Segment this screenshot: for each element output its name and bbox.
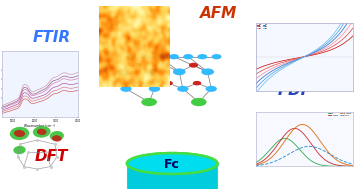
Ellipse shape bbox=[13, 146, 26, 154]
Circle shape bbox=[149, 86, 160, 92]
Circle shape bbox=[141, 98, 157, 106]
Circle shape bbox=[155, 54, 165, 59]
Circle shape bbox=[160, 63, 170, 68]
Circle shape bbox=[173, 68, 186, 75]
Ellipse shape bbox=[10, 127, 29, 140]
Circle shape bbox=[126, 54, 136, 59]
Circle shape bbox=[177, 86, 189, 92]
Circle shape bbox=[212, 54, 222, 59]
Text: EIS: EIS bbox=[281, 149, 308, 164]
Circle shape bbox=[164, 81, 173, 85]
Text: PDP: PDP bbox=[277, 83, 312, 98]
Circle shape bbox=[206, 86, 217, 92]
Circle shape bbox=[201, 68, 214, 75]
Text: FTIR: FTIR bbox=[32, 30, 71, 45]
Circle shape bbox=[144, 68, 157, 75]
Legend: C0, C1, C2, C3, C4, C5: C0, C1, C2, C3, C4, C5 bbox=[257, 24, 268, 29]
Ellipse shape bbox=[14, 130, 25, 137]
Ellipse shape bbox=[127, 160, 219, 171]
Circle shape bbox=[136, 81, 144, 85]
Circle shape bbox=[116, 69, 129, 76]
Legend: SDS, IL1+SDS, IL2+SDS, Fitting: SDS, IL1+SDS, IL2+SDS, Fitting bbox=[327, 113, 352, 116]
Circle shape bbox=[141, 54, 151, 59]
Circle shape bbox=[189, 63, 198, 68]
Text: AFM: AFM bbox=[200, 6, 237, 21]
Circle shape bbox=[193, 81, 201, 85]
Circle shape bbox=[132, 63, 141, 68]
Text: Fc: Fc bbox=[164, 158, 180, 171]
Circle shape bbox=[191, 98, 207, 106]
Circle shape bbox=[197, 54, 207, 59]
Bar bbox=[127, 163, 217, 189]
Circle shape bbox=[183, 54, 193, 59]
Circle shape bbox=[120, 86, 132, 92]
X-axis label: Wavenumber (cm⁻¹): Wavenumber (cm⁻¹) bbox=[24, 124, 55, 128]
Ellipse shape bbox=[127, 153, 217, 174]
Ellipse shape bbox=[127, 153, 217, 174]
Ellipse shape bbox=[52, 135, 61, 142]
Text: DFT: DFT bbox=[35, 149, 68, 164]
Ellipse shape bbox=[37, 129, 47, 135]
Ellipse shape bbox=[50, 131, 64, 141]
Ellipse shape bbox=[33, 126, 50, 138]
Circle shape bbox=[169, 54, 179, 59]
